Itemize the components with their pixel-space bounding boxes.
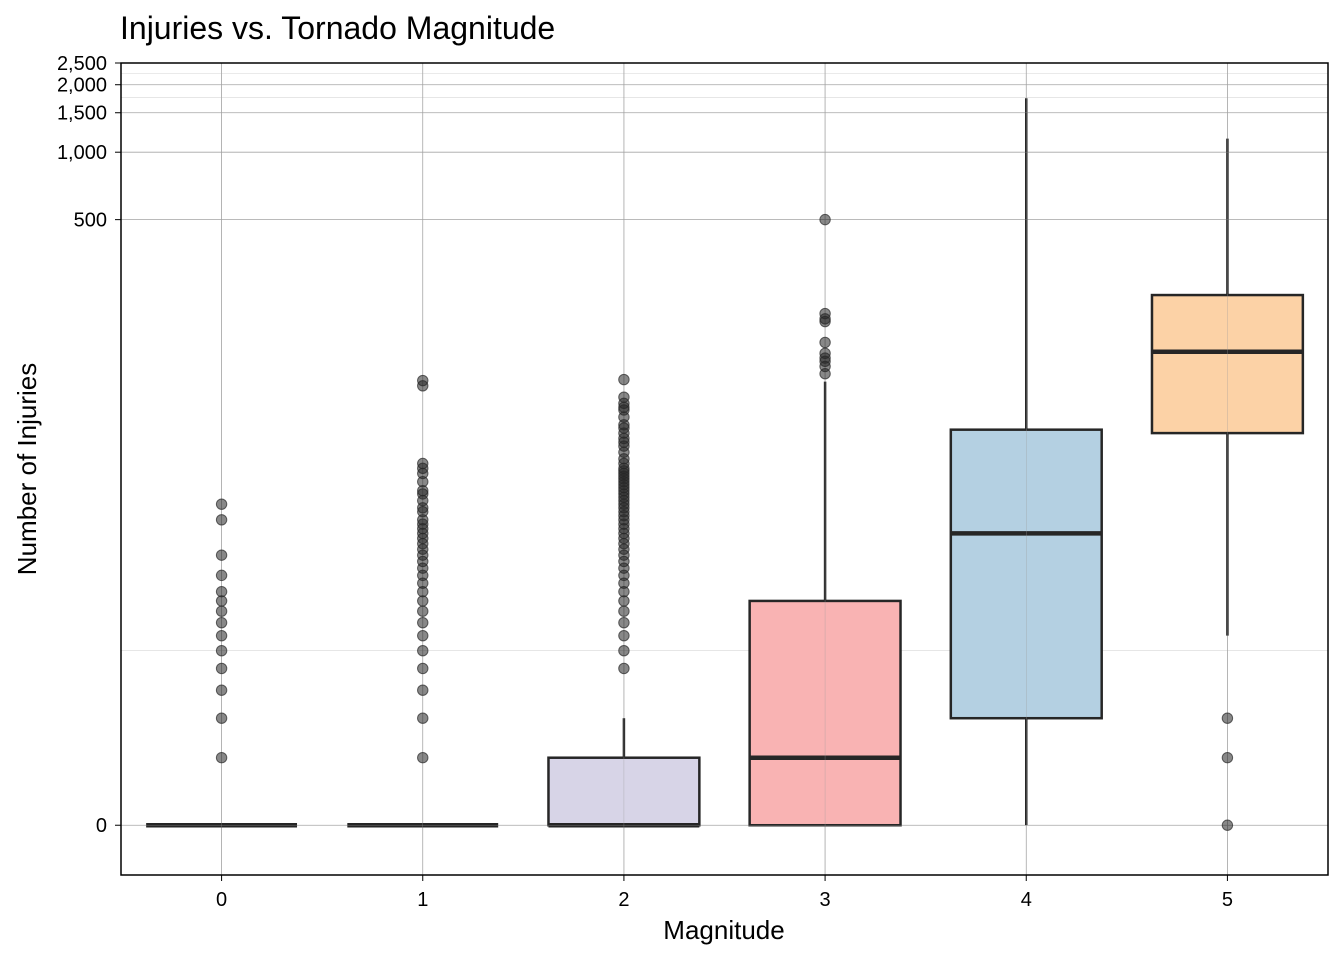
outlier-point <box>1221 819 1234 831</box>
outlier-point <box>417 374 429 387</box>
outlier-point <box>618 616 630 629</box>
outlier-point <box>417 712 429 724</box>
y-tick-label: 2,000 <box>57 75 107 97</box>
outlier-point <box>215 514 228 526</box>
outlier-point <box>215 585 228 598</box>
outlier-point <box>417 662 429 675</box>
outlier-point <box>215 569 228 582</box>
x-tick-label: 3 <box>820 889 831 911</box>
outlier-point <box>417 629 429 642</box>
outlier-point <box>215 605 228 617</box>
outlier-point <box>618 373 630 386</box>
y-tick-label: 2,500 <box>57 53 107 75</box>
x-tick-label: 4 <box>1021 889 1032 911</box>
outlier-point <box>819 347 831 360</box>
x-tick-label: 5 <box>1222 889 1233 911</box>
outlier-point <box>417 616 429 629</box>
outlier-layer <box>215 213 1234 831</box>
box-layer <box>121 62 1328 875</box>
x-tick-label: 2 <box>618 889 629 911</box>
outlier-point <box>618 662 630 675</box>
outlier-point <box>819 336 831 349</box>
outlier-point <box>1221 712 1234 724</box>
grid-layer <box>121 62 1328 875</box>
y-tick-label: 0 <box>96 815 107 837</box>
outlier-point <box>417 605 429 617</box>
outlier-point <box>618 391 630 403</box>
outlier-point <box>618 629 630 642</box>
chart-title: Injuries vs. Tornado Magnitude <box>120 10 555 46</box>
outlier-point <box>417 684 429 696</box>
plot-frame <box>120 62 1329 876</box>
y-axis-title: Number of Injuries <box>12 363 42 575</box>
outlier-point <box>215 662 228 675</box>
x-axis-title: Magnitude <box>663 915 784 945</box>
outlier-point <box>819 307 831 320</box>
outlier-point <box>417 644 429 657</box>
y-tick-label: 500 <box>74 210 107 232</box>
outlier-point <box>215 549 228 561</box>
outlier-point <box>1221 752 1234 764</box>
outlier-point <box>618 605 630 617</box>
outlier-point <box>215 629 228 642</box>
outlier-point <box>215 616 228 629</box>
outlier-point <box>215 752 228 764</box>
outlier-point <box>215 498 228 510</box>
outlier-point <box>618 644 630 657</box>
x-tick-label: 1 <box>417 889 428 911</box>
outlier-point <box>819 213 831 226</box>
outlier-point <box>215 712 228 724</box>
x-tick-label: 0 <box>216 889 227 911</box>
y-tick-label: 1,500 <box>57 103 107 125</box>
y-tick-label: 1,000 <box>57 142 107 164</box>
outlier-point <box>215 684 228 696</box>
outlier-point <box>215 644 228 657</box>
outlier-point <box>417 752 429 764</box>
outlier-point <box>417 457 429 470</box>
